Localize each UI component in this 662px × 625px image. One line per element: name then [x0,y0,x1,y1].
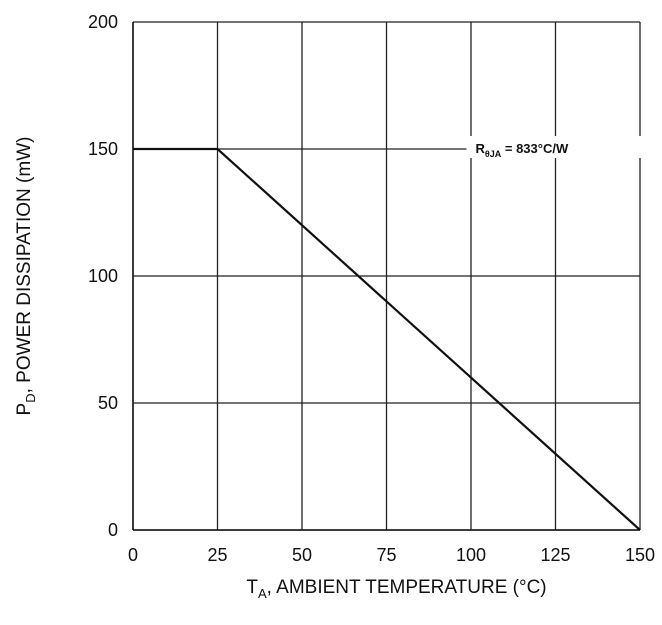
y-axis-title: PD, POWER DISSIPATION (mW) [14,137,38,416]
y-tick-label-4: 200 [88,12,118,32]
y-tick-label-0: 0 [108,520,118,540]
annotation-subscript: θJA [485,149,502,159]
x-tick-label-2: 50 [292,545,312,565]
annotation-layer: RθJA = 833°C/W [466,136,647,159]
x-tick-label-1: 25 [207,545,227,565]
annotation-main: R [476,141,486,156]
y-axis-title-subscript: D [23,393,38,402]
annotation-rest: = 833°C/W [501,141,569,156]
curve-layer [133,147,641,531]
y-tick-label-3: 150 [88,139,118,159]
x-tick-label-4: 100 [456,545,486,565]
y-axis-title-rest: , POWER DISSIPATION (mW) [14,137,35,394]
x-axis-title: TA, AMBIENT TEMPERATURE (°C) [246,577,546,601]
x-tick-labels: 0 25 50 75 100 125 150 [128,545,655,565]
x-tick-label-6: 150 [625,545,655,565]
annotation-background [466,136,647,158]
x-tick-label-3: 75 [376,545,396,565]
x-tick-label-0: 0 [128,545,138,565]
thermal-resistance-annotation: RθJA = 833°C/W [476,141,569,159]
y-tick-label-1: 50 [98,393,118,413]
y-axis-title-main: P [14,403,35,416]
derating-curve-0 [133,147,641,531]
axis-titles: TA, AMBIENT TEMPERATURE (°C) PD, POWER DI… [14,137,547,601]
y-tick-labels: 0 50 100 150 200 [88,12,118,540]
x-axis-title-subscript: A [258,586,267,601]
y-tick-label-2: 100 [88,266,118,286]
x-tick-label-5: 125 [540,545,570,565]
plot-frame [132,22,640,531]
grid-lines [132,21,641,531]
x-axis-title-rest: , AMBIENT TEMPERATURE (°C) [267,577,547,598]
x-axis-title-main: T [246,577,258,598]
